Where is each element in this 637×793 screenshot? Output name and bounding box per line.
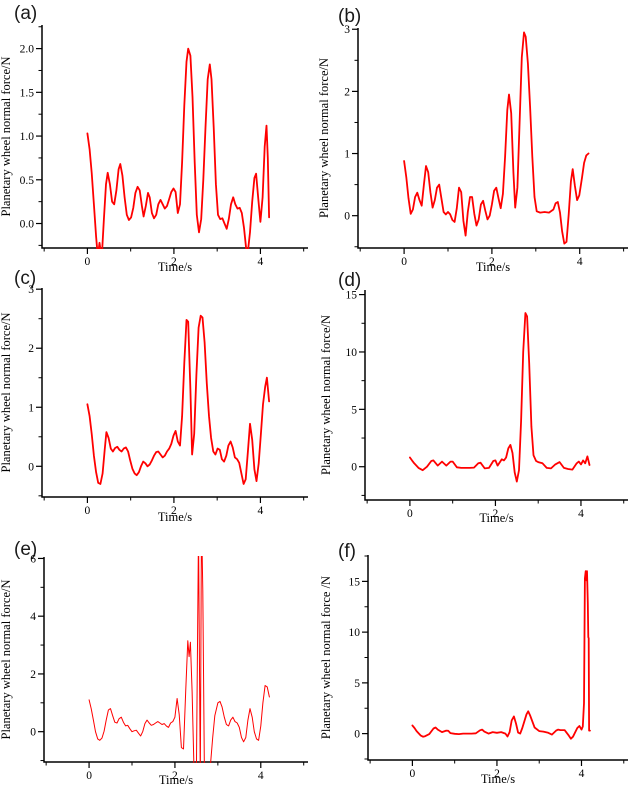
panel-label: (e)	[14, 539, 37, 560]
data-line	[86, 314, 271, 485]
chart-panel-e: (e) 0 2 4 6 0 2 4 Time/s Planetary wheel normal f…	[0, 525, 318, 793]
data-line	[409, 312, 591, 483]
chart-svg: (d) 0 5 10 15 0 2 4 Time/s Planetary wheel normal…	[319, 270, 628, 525]
y-tick-label: 0	[344, 211, 350, 223]
y-tick-label: 4	[30, 611, 36, 623]
data-line	[88, 556, 270, 763]
y-tick-label: 5	[351, 404, 357, 416]
y-tick-label: 1.5	[20, 87, 35, 99]
chart-svg: (a) 0.0 0.5 1.0 1.5 2.0 0 2 4 Time/s Planetary whe…	[0, 3, 308, 274]
x-axis-label: Time/s	[476, 260, 510, 274]
y-axis-label: Planetary wheel normal force /N	[319, 576, 333, 739]
chart-panel-a: (a) 0.0 0.5 1.0 1.5 2.0 0 2 4 Time/s Planetary whe…	[0, 0, 318, 285]
chart-panel-b: (b) 0 1 2 3 0 2 4 Time/s Planetary wheel normal f…	[317, 0, 637, 285]
y-tick-label: 0.0	[20, 219, 35, 231]
x-tick-label: 4	[578, 508, 584, 520]
panel-label: (a)	[14, 3, 37, 24]
y-tick-label: 10	[349, 627, 361, 639]
y-axis-label: Planetary wheel normal force/N	[319, 315, 333, 475]
y-tick-label: 5	[354, 678, 360, 690]
x-tick-label: 4	[258, 256, 264, 268]
x-tick-label: 4	[579, 768, 585, 780]
axis-lines	[41, 25, 308, 249]
axis-lines	[43, 557, 308, 763]
y-tick-label: 2	[30, 669, 36, 681]
y-axis-label: Planetary wheel normal force/N	[0, 579, 13, 739]
panel-label: (c)	[14, 268, 36, 289]
x-axis-label: Time/s	[479, 511, 513, 525]
x-axis-label: Time/s	[158, 510, 192, 524]
y-tick-label: 2.0	[20, 44, 35, 56]
x-tick-label: 2	[493, 508, 499, 520]
data-line	[403, 31, 590, 245]
y-tick-label: 2	[28, 343, 34, 355]
axis-lines	[357, 28, 628, 249]
y-axis-label: Planetary wheel normal force/N	[0, 56, 13, 216]
y-tick-label: 2	[344, 86, 350, 98]
chart-panel-c: (c) 0 1 2 3 0 2 4 Time/s Planetary wheel normal f…	[0, 260, 318, 535]
x-tick-label: 0	[86, 770, 92, 782]
x-tick-label: 4	[577, 256, 583, 268]
y-tick-label: 15	[349, 576, 361, 588]
chart-svg: (c) 0 1 2 3 0 2 4 Time/s Planetary wheel normal f…	[0, 268, 308, 524]
panel-label: (d)	[338, 270, 361, 291]
x-tick-label: 4	[258, 770, 264, 782]
y-tick-label: 1.0	[20, 131, 35, 143]
data-line	[86, 47, 271, 249]
y-tick-label: 0	[28, 461, 34, 473]
y-tick-label: 15	[346, 290, 358, 302]
panel-label: (b)	[338, 6, 361, 27]
chart-svg: (b) 0 1 2 3 0 2 4 Time/s Planetary wheel normal f…	[317, 6, 628, 274]
x-tick-label: 2	[171, 505, 177, 517]
x-axis-label: Time/s	[481, 772, 515, 786]
panel-label: (f)	[338, 541, 356, 562]
y-tick-label: 3	[28, 284, 34, 296]
y-axis-label: Planetary wheel normal force/N	[317, 58, 331, 218]
x-tick-label: 2	[494, 768, 500, 780]
y-tick-label: 3	[344, 24, 350, 36]
chart-svg: (e) 0 2 4 6 0 2 4 Time/s Planetary wheel normal f…	[0, 539, 308, 787]
y-tick-label: 0	[351, 462, 357, 474]
y-tick-label: 10	[346, 347, 358, 359]
x-axis-label: Time/s	[158, 260, 192, 274]
x-tick-label: 0	[407, 508, 413, 520]
y-tick-label: 1	[344, 149, 350, 161]
x-tick-label: 0	[85, 505, 91, 517]
y-tick-label: 1	[28, 402, 34, 414]
x-tick-label: 2	[489, 256, 495, 268]
x-tick-label: 4	[258, 505, 264, 517]
chart-svg: (f) 0 5 10 15 0 2 4 Time/s Planetary wheel normal…	[319, 541, 628, 786]
y-tick-label: 6	[30, 553, 36, 565]
y-axis-label: Planetary wheel normal force/N	[0, 312, 13, 472]
y-tick-label: 0.5	[20, 175, 35, 187]
x-tick-label: 2	[171, 256, 177, 268]
x-tick-label: 0	[85, 256, 91, 268]
y-tick-label: 0	[30, 727, 36, 739]
chart-panel-f: (f) 0 5 10 15 0 2 4 Time/s Planetary wheel normal…	[318, 525, 637, 793]
y-tick-label: 0	[354, 729, 360, 741]
data-line	[411, 570, 591, 740]
axis-lines	[367, 555, 628, 761]
x-tick-label: 0	[410, 768, 416, 780]
axis-lines	[41, 288, 308, 498]
x-tick-label: 2	[172, 770, 178, 782]
axis-lines	[364, 290, 628, 501]
x-tick-label: 0	[401, 256, 407, 268]
x-axis-label: Time/s	[159, 773, 193, 787]
chart-panel-d: (d) 0 5 10 15 0 2 4 Time/s Planetary wheel normal…	[318, 260, 637, 535]
